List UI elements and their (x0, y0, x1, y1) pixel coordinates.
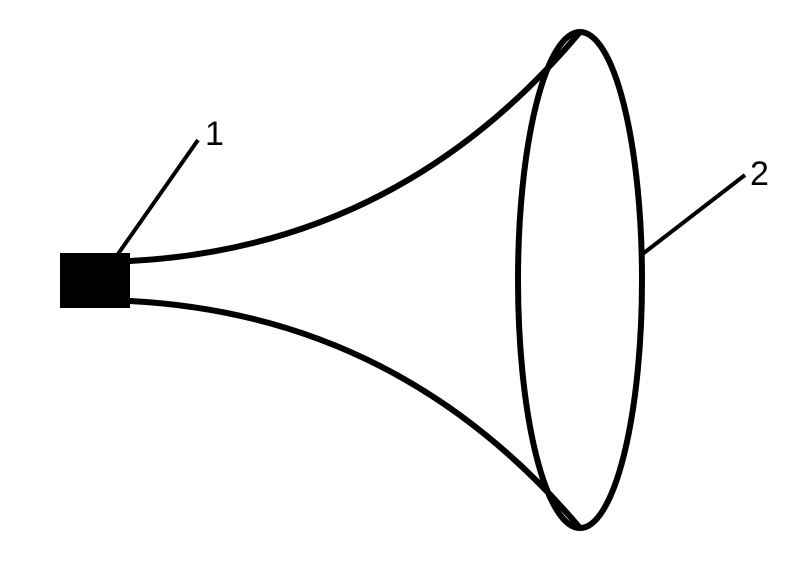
callout-label-2: 2 (750, 155, 769, 194)
diagram-svg (0, 0, 803, 562)
connector-block (60, 253, 130, 308)
horn-bottom-flank (130, 301, 580, 528)
horn-top-flank (130, 32, 580, 261)
callout-label-1: 1 (205, 115, 224, 154)
callout-leader-1 (118, 140, 198, 254)
aperture-ellipse (518, 32, 642, 528)
callout-leader-2 (640, 175, 745, 256)
